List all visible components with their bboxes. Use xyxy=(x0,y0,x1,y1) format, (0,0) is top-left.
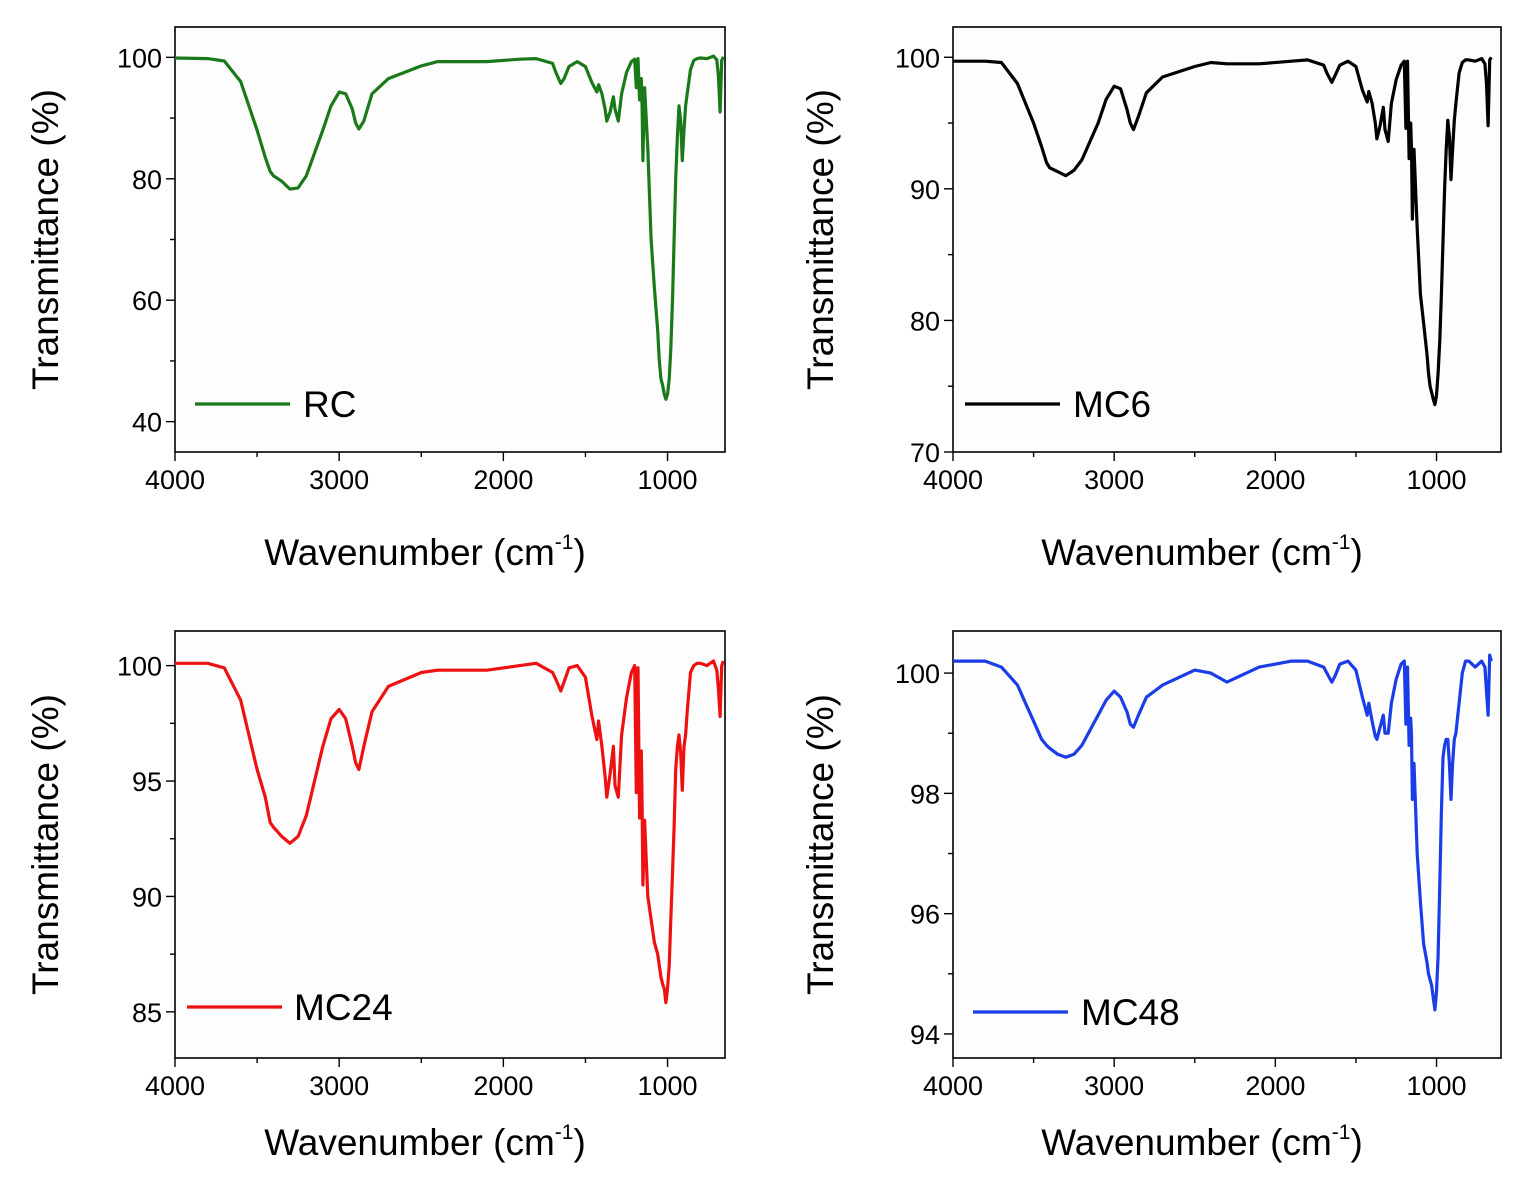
chart-mc24: 4000 3000 2000 1000 85 90 95 100 Transmittance (… xyxy=(25,630,726,1163)
chart-mc6: 4000 3000 2000 1000 70 80 90 100 Transmittance (… xyxy=(800,26,1502,573)
plot-frame xyxy=(174,630,726,1059)
x-tick-label: 2000 xyxy=(1245,1071,1305,1101)
y-tick-label: 94 xyxy=(910,1020,940,1050)
y-tick-label: 100 xyxy=(895,43,940,73)
y-tick-label: 100 xyxy=(117,652,162,682)
y-tick-label: 98 xyxy=(910,779,940,809)
y-tick-label: 70 xyxy=(910,438,940,468)
x-axis-label-main: Wavenumber (cm xyxy=(264,1122,555,1163)
plot-frame xyxy=(174,26,726,453)
y-tick-label: 90 xyxy=(132,882,162,912)
y-axis-label: Transmittance (%) xyxy=(800,89,841,390)
x-tick-label: 2000 xyxy=(473,465,533,495)
x-axis-label: Wavenumber (cm-1) xyxy=(264,531,586,573)
x-tick-label: 4000 xyxy=(145,1071,205,1101)
legend-label: MC48 xyxy=(1081,992,1180,1033)
y-tick-label: 80 xyxy=(132,165,162,195)
plot-frame xyxy=(952,630,1502,1059)
series-line-mc48 xyxy=(953,653,1493,1012)
chart-panel-mc48: 4000 3000 2000 1000 94 96 98 100 Transmittance (… xyxy=(763,595,1526,1190)
x-axis-label-main: Wavenumber (cm xyxy=(1041,1122,1332,1163)
y-tick-label: 100 xyxy=(895,659,940,689)
x-axis-label-close: ) xyxy=(1350,1122,1362,1163)
x-axis-label-main: Wavenumber (cm xyxy=(264,532,555,573)
y-axis-label: Transmittance (%) xyxy=(25,694,66,995)
series-line-rc xyxy=(174,54,725,401)
x-axis-label: Wavenumber (cm-1) xyxy=(1041,531,1363,573)
y-tick-label: 40 xyxy=(132,408,162,438)
chart-panel-mc6: 4000 3000 2000 1000 70 80 90 100 Transmittance (… xyxy=(763,0,1526,595)
x-axis-label-main: Wavenumber (cm xyxy=(1041,532,1332,573)
x-tick-label: 1000 xyxy=(637,1071,697,1101)
y-axis-label: Transmittance (%) xyxy=(800,694,841,995)
x-axis-label-superscript: -1 xyxy=(555,1121,574,1144)
y-tick-label: 96 xyxy=(910,900,940,930)
y-tick-label: 85 xyxy=(132,998,162,1028)
x-axis-label: Wavenumber (cm-1) xyxy=(264,1121,586,1163)
x-tick-label: 4000 xyxy=(145,465,205,495)
y-tick-label: 90 xyxy=(910,175,940,205)
y-tick-label: 95 xyxy=(132,767,162,797)
x-tick-label: 3000 xyxy=(309,465,369,495)
x-tick-label: 3000 xyxy=(309,1071,369,1101)
legend-label: MC24 xyxy=(294,987,393,1028)
x-tick-label: 4000 xyxy=(923,465,983,495)
y-tick-label: 100 xyxy=(117,43,162,73)
x-tick-label: 3000 xyxy=(1084,465,1144,495)
x-axis-label: Wavenumber (cm-1) xyxy=(1041,1121,1363,1163)
x-tick-label: 4000 xyxy=(923,1071,983,1101)
y-tick-label: 60 xyxy=(132,286,162,316)
x-axis-label-superscript: -1 xyxy=(1332,1121,1351,1144)
x-axis-label-close: ) xyxy=(573,532,585,573)
x-axis-label-superscript: -1 xyxy=(1332,531,1351,554)
x-tick-label: 2000 xyxy=(1245,465,1305,495)
x-axis-label-close: ) xyxy=(573,1122,585,1163)
series-line-mc24 xyxy=(175,659,725,1005)
chart-panel-rc: 4000 3000 2000 1000 40 60 80 100 Transmittance (… xyxy=(0,0,763,595)
legend-label: RC xyxy=(303,384,356,425)
y-tick-label: 80 xyxy=(910,306,940,336)
x-tick-label: 1000 xyxy=(637,465,697,495)
series-line-mc6 xyxy=(953,56,1493,407)
x-tick-label: 1000 xyxy=(1406,1071,1466,1101)
chart-mc48: 4000 3000 2000 1000 94 96 98 100 Transmittance (… xyxy=(800,630,1502,1163)
chart-rc: 4000 3000 2000 1000 40 60 80 100 Transmittance (… xyxy=(25,26,726,573)
x-axis-label-close: ) xyxy=(1350,532,1362,573)
chart-panel-mc24: 4000 3000 2000 1000 85 90 95 100 Transmittance (… xyxy=(0,595,763,1190)
x-tick-label: 3000 xyxy=(1084,1071,1144,1101)
y-axis-label: Transmittance (%) xyxy=(25,89,66,390)
x-axis-label-superscript: -1 xyxy=(555,531,574,554)
x-tick-label: 2000 xyxy=(473,1071,533,1101)
legend-label: MC6 xyxy=(1073,384,1151,425)
x-tick-label: 1000 xyxy=(1406,465,1466,495)
